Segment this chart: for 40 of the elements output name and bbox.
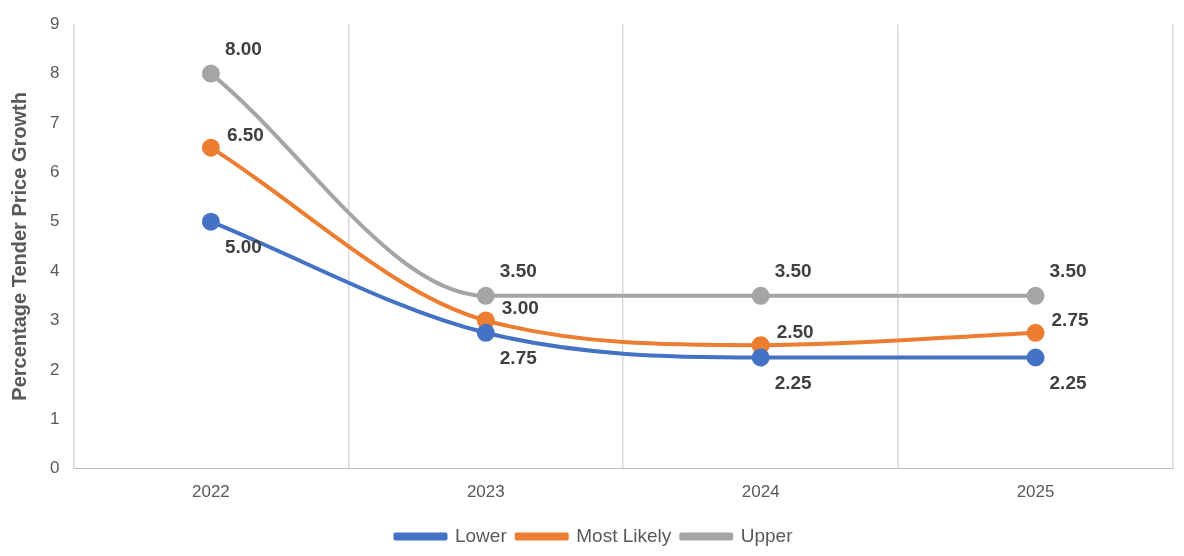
y-tick-label: 2 [49, 359, 60, 379]
y-tick-label: 9 [49, 13, 60, 33]
point [201, 212, 220, 231]
data-label: 2.75 [499, 347, 538, 369]
y-axis-title: Percentage Tender Price Growth [7, 92, 30, 401]
x-tick-label: 2023 [466, 482, 505, 502]
data-label: 2.50 [776, 321, 814, 343]
point [751, 286, 770, 305]
point [201, 64, 220, 83]
point [1026, 348, 1045, 367]
legend-label: Most Likely [576, 524, 672, 546]
x-tick-label: 2025 [1016, 482, 1055, 502]
y-tick-label: 1 [49, 408, 60, 428]
data-label: 2.25 [774, 371, 813, 393]
data-label: 3.50 [499, 260, 537, 282]
y-tick-label: 5 [49, 211, 60, 231]
data-label: 6.50 [226, 123, 264, 145]
y-tick-label: 0 [49, 458, 60, 478]
x-tick-label: 2024 [741, 482, 780, 502]
y-tick-label: 7 [49, 112, 60, 132]
y-tick-label: 8 [49, 63, 60, 83]
data-label: 3.50 [774, 260, 812, 282]
data-label: 2.25 [1049, 371, 1087, 393]
x-tick-label: 2022 [191, 482, 230, 502]
y-tick-label: 4 [49, 260, 60, 280]
data-label: 3.50 [1049, 260, 1087, 282]
point [201, 138, 220, 157]
y-tick-label: 6 [49, 162, 60, 182]
data-label: 3.00 [501, 296, 539, 318]
data-label: 2.75 [1051, 309, 1089, 331]
legend-label: Lower [454, 524, 508, 546]
point [1026, 323, 1045, 342]
point [476, 286, 495, 305]
point [476, 323, 495, 342]
y-tick-label: 3 [49, 310, 60, 330]
data-label: 8.00 [224, 37, 262, 59]
point [751, 348, 770, 367]
legend-label: Upper [740, 524, 794, 546]
data-label: 5.00 [224, 235, 262, 257]
point [1026, 286, 1045, 305]
